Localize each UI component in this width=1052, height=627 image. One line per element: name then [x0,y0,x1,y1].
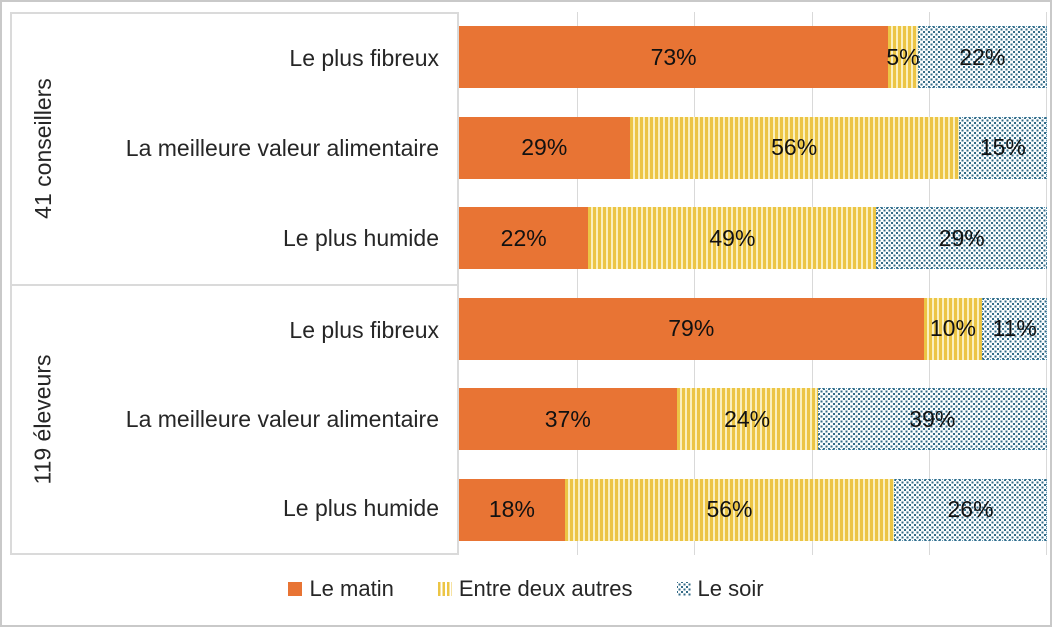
category-label: Le plus humide [283,225,439,252]
value-label: 73% [650,43,697,70]
legend-label: Entre deux autres [458,576,633,601]
category-label-panel: 41 conseillers Le plus fibreux La meille… [10,12,459,555]
value-label: 26% [947,496,994,523]
group-eleveurs-labels: 119 éleveurs Le plus fibreux La meilleur… [12,283,457,554]
legend-swatch-dots-icon [676,582,691,596]
plot-area: 73% 5% 22% 29% 56% 15% [459,12,1047,555]
value-label: 37% [544,405,591,432]
category-label: La meilleure valeur alimentaire [125,405,439,432]
gridline-40pct [694,12,696,555]
value-label: 11% [992,315,1037,342]
value-label: 49% [709,224,756,251]
bar-segment-entre-deux-autres: 24% [676,388,818,451]
value-label: 5% [886,43,920,70]
legend-swatch-solid-icon [288,582,303,596]
bar-segment-le-matin: 79% [459,297,924,360]
bar-row: 37% 24% 39% [459,374,1047,465]
value-label: 56% [771,134,818,161]
value-label: 15% [979,134,1026,161]
group-label-box: 41 conseillers [12,14,74,284]
value-label: 56% [706,496,753,523]
bar-segment-entre-deux-autres: 56% [564,478,895,541]
value-label: 22% [500,224,547,251]
bar-segment-le-soir: 29% [876,207,1047,270]
legend-label: Le soir [697,576,764,601]
bar-segment-le-soir: 39% [817,388,1047,451]
value-label: 24% [724,405,771,432]
bar-segment-le-soir: 11% [982,297,1047,360]
category-label: Le plus fibreux [289,316,439,343]
legend: Le matin Entre deux autres Le soir [2,569,1050,609]
bar-segment-le-soir: 22% [917,26,1047,89]
category-label: La meilleure valeur alimentaire [125,135,439,162]
group-label-box: 119 éleveurs [12,286,74,554]
bar-segment-le-matin: 37% [459,388,677,451]
legend-label: Le matin [309,576,394,601]
bar-row: 22% 49% 29% [459,193,1047,284]
bar-segment-entre-deux-autres: 10% [923,297,983,360]
legend-item-le-matin: Le matin [288,576,394,602]
bar-segment-le-soir: 26% [894,478,1047,541]
bar-segment-le-matin: 18% [459,478,565,541]
gridline-60pct [811,12,813,555]
value-label: 39% [909,405,956,432]
value-label: 22% [959,43,1006,70]
bar-segment-entre-deux-autres: 56% [629,116,959,179]
category-labels: Le plus fibreux La meilleure valeur alim… [74,14,457,284]
category-labels: Le plus fibreux La meilleure valeur alim… [74,286,457,554]
bar-segment-entre-deux-autres: 49% [588,207,877,270]
bar-row: 18% 56% 26% [459,465,1047,556]
gridline-100pct [1046,12,1047,555]
bar-group-eleveurs: 79% 10% 11% 37% 24% 39% [459,284,1047,556]
group-label-eleveurs: 119 éleveurs [29,354,56,485]
bar-rows: 73% 5% 22% 29% 56% 15% [459,12,1047,555]
value-label: 79% [668,315,715,342]
bar-segment-le-matin: 29% [459,116,630,179]
bar-row: 73% 5% 22% [459,12,1047,103]
bar-row: 79% 10% 11% [459,284,1047,375]
stacked-bar: 79% 10% 11% [459,297,1047,360]
stacked-bar: 18% 56% 26% [459,478,1047,541]
legend-item-entre-deux-autres: Entre deux autres [437,576,633,602]
category-label: Le plus humide [283,494,439,521]
bar-segment-le-matin: 22% [459,207,589,270]
stacked-bar: 29% 56% 15% [459,116,1047,179]
bar-segment-le-matin: 73% [459,26,889,89]
stacked-bar: 37% 24% 39% [459,388,1047,451]
stacked-bar: 73% 5% 22% [459,26,1047,89]
value-label: 10% [929,315,976,342]
value-label: 18% [488,496,535,523]
legend-swatch-stripes-icon [437,582,452,596]
gridline-80pct [929,12,931,555]
stacked-bar: 22% 49% 29% [459,207,1047,270]
bar-segment-entre-deux-autres: 5% [886,26,920,89]
bar-group-conseillers: 73% 5% 22% 29% 56% 15% [459,12,1047,284]
value-label: 29% [521,134,568,161]
group-label-conseillers: 41 conseillers [29,78,56,220]
bar-row: 29% 56% 15% [459,103,1047,194]
category-label: Le plus fibreux [289,45,439,72]
bar-segment-le-soir: 15% [958,116,1047,179]
legend-item-le-soir: Le soir [676,576,764,602]
group-conseillers-labels: 41 conseillers Le plus fibreux La meille… [12,14,457,284]
value-label: 29% [938,224,985,251]
gridline-20pct [576,12,578,555]
